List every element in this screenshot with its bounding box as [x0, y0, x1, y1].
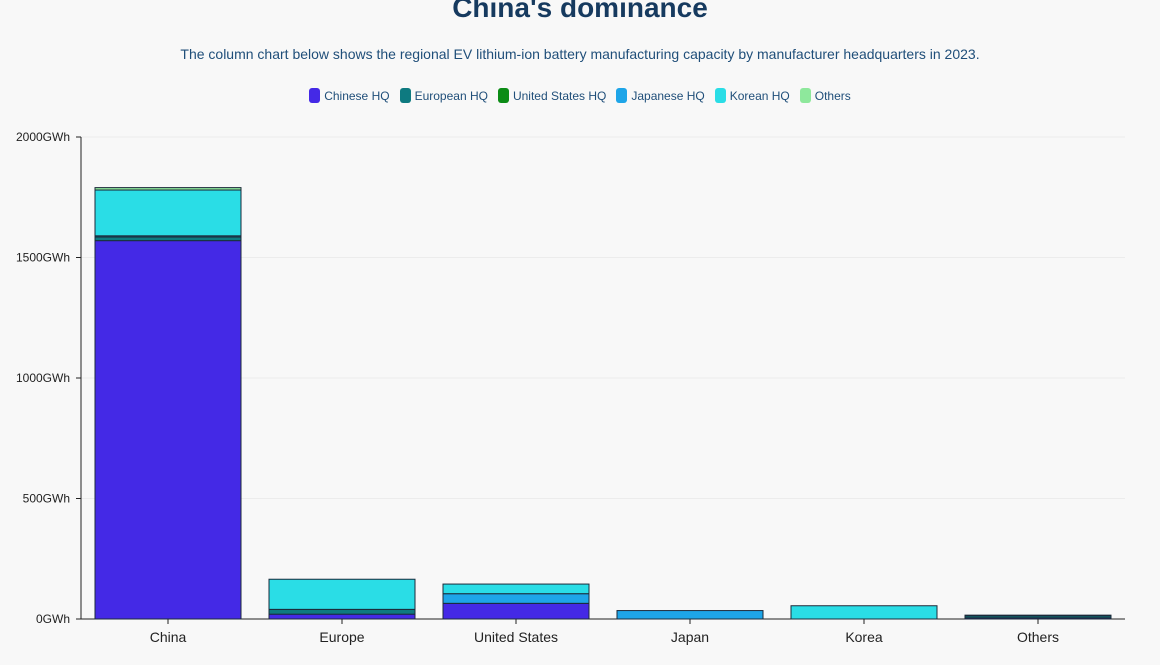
- y-tick-label: 1000GWh: [16, 371, 70, 385]
- chart-legend: Chinese HQ European HQ United States HQ Jap…: [0, 88, 1160, 103]
- legend-swatch: [799, 88, 811, 103]
- y-tick-label: 500GWh: [23, 492, 70, 506]
- legend-label: Others: [814, 88, 851, 103]
- legend-label: European HQ: [414, 88, 488, 103]
- bar-segment-united-states-chinese-hq[interactable]: [442, 602, 590, 620]
- legend-label: Chinese HQ: [324, 88, 390, 103]
- x-tick-label: China: [150, 629, 187, 645]
- legend-item-others[interactable]: Others: [799, 88, 851, 103]
- legend-swatch: [399, 88, 411, 103]
- legend-item-united-states-hq[interactable]: United States HQ: [497, 88, 607, 103]
- x-tick-label: Japan: [671, 629, 709, 645]
- bar-segment-china-chinese-hq[interactable]: [94, 240, 242, 620]
- legend-item-european-hq[interactable]: European HQ: [399, 88, 488, 103]
- bar-segment-europe-korean-hq[interactable]: [268, 578, 416, 610]
- bar-segment-europe-chinese-hq[interactable]: [268, 613, 416, 620]
- chart-title: China's dominance: [452, 0, 708, 23]
- legend-swatch: [497, 88, 509, 103]
- x-tick-label: United States: [474, 629, 558, 645]
- legend-label: Japanese HQ: [631, 88, 705, 103]
- legend-swatch: [309, 88, 321, 103]
- bar-segment-united-states-japanese-hq[interactable]: [442, 593, 590, 604]
- x-tick-label: Europe: [319, 629, 364, 645]
- bar-segment-united-states-korean-hq[interactable]: [442, 583, 590, 595]
- legend-swatch: [616, 88, 628, 103]
- y-tick-label: 1500GWh: [16, 251, 70, 265]
- bar-segment-china-european-hq[interactable]: [94, 236, 242, 242]
- bar-segment-china-korean-hq[interactable]: [94, 189, 242, 237]
- legend-item-korean-hq[interactable]: Korean HQ: [714, 88, 790, 103]
- legend-swatch: [714, 88, 726, 103]
- x-tick-label: Others: [1017, 629, 1059, 645]
- legend-item-japanese-hq[interactable]: Japanese HQ: [616, 88, 705, 103]
- bar-segment-korea-korean-hq[interactable]: [790, 605, 938, 620]
- y-tick-label: 0GWh: [36, 612, 70, 626]
- x-tick-label: Korea: [845, 629, 883, 645]
- bar-segment-japan-japanese-hq[interactable]: [616, 610, 764, 620]
- bar-segment-china-others[interactable]: [94, 187, 242, 191]
- legend-item-chinese-hq[interactable]: Chinese HQ: [309, 88, 390, 103]
- chart-subtitle: The column chart below shows the regiona…: [180, 46, 980, 62]
- bar-segment-others-japanese-hq[interactable]: [964, 614, 1112, 617]
- legend-label: United States HQ: [512, 88, 607, 103]
- bar-segment-europe-european-hq[interactable]: [268, 608, 416, 615]
- y-tick-label: 2000GWh: [16, 130, 70, 144]
- legend-label: Korean HQ: [729, 88, 790, 103]
